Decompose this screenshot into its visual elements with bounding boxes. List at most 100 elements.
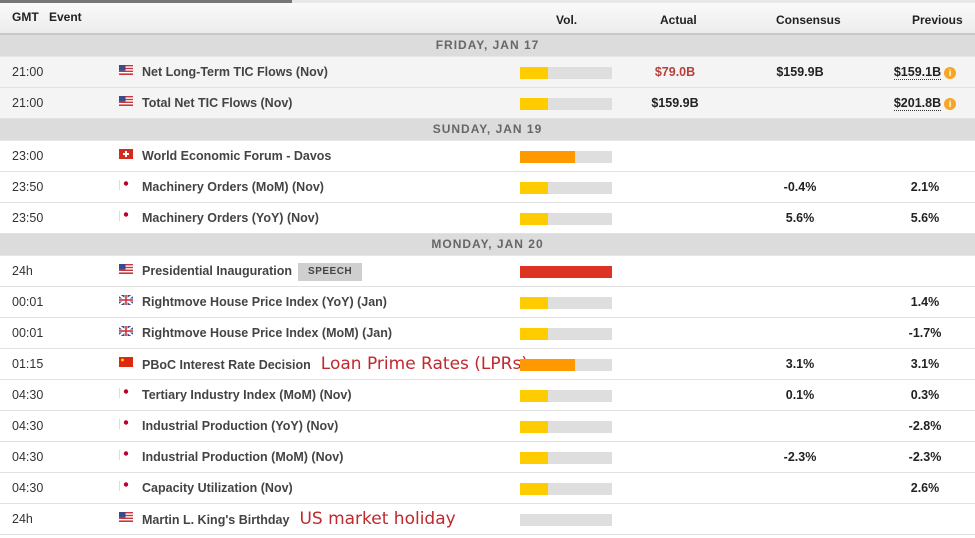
volatility-bar xyxy=(520,483,612,495)
header-consensus[interactable]: Consensus xyxy=(776,13,841,27)
event-time: 04:30 xyxy=(12,450,44,464)
event-row[interactable]: 21:00 Total Net TIC Flows (Nov) $159.9B … xyxy=(0,88,975,119)
volatility-bar xyxy=(520,514,612,526)
event-name-cell: Capacity Utilization (Nov) xyxy=(142,473,293,503)
event-time: 24h xyxy=(12,512,33,526)
volatility-bar xyxy=(520,421,612,433)
flag-ch-icon xyxy=(119,148,133,159)
event-row[interactable]: 00:01 Rightmove House Price Index (MoM) … xyxy=(0,318,975,349)
event-row[interactable]: 24h Martin L. King's Birthday US market h… xyxy=(0,504,975,535)
volatility-bar xyxy=(520,67,612,79)
consensus-value: 0.1% xyxy=(785,388,815,402)
flag-jp-icon xyxy=(119,387,133,398)
previous-cell: $159.1B i xyxy=(870,57,975,87)
volatility-bar xyxy=(520,297,612,309)
event-row[interactable]: 04:30 Capacity Utilization (Nov) 2.6% xyxy=(0,473,975,504)
actual-value: $79.0B xyxy=(654,65,696,79)
event-name[interactable]: Total Net TIC Flows (Nov) xyxy=(142,96,293,110)
top-progress-bar xyxy=(0,0,975,3)
event-row[interactable]: 24h Presidential Inauguration SPEECH xyxy=(0,256,975,287)
header-actual[interactable]: Actual xyxy=(660,13,697,27)
actual-value: $159.9B xyxy=(651,96,699,110)
header-event[interactable]: Event xyxy=(49,10,82,24)
flag-us-icon xyxy=(119,95,133,106)
event-name[interactable]: World Economic Forum - Davos xyxy=(142,149,332,163)
event-name-cell: Rightmove House Price Index (YoY) (Jan) xyxy=(142,287,387,317)
consensus-value: -2.3% xyxy=(783,450,817,464)
event-time: 00:01 xyxy=(12,295,44,309)
event-row[interactable]: 01:15 PBoC Interest Rate Decision Loan Pr… xyxy=(0,349,975,380)
event-name[interactable]: Presidential Inauguration xyxy=(142,264,293,278)
volatility-fill xyxy=(520,297,548,309)
event-name[interactable]: Rightmove House Price Index (YoY) (Jan) xyxy=(142,295,387,309)
event-time: 04:30 xyxy=(12,419,44,433)
day-header: FRIDAY, JAN 17 xyxy=(0,35,975,57)
flag-gb-icon xyxy=(118,325,134,337)
previous-value[interactable]: $201.8B xyxy=(893,96,942,111)
event-row[interactable]: 23:50 Machinery Orders (MoM) (Nov) -0.4%… xyxy=(0,172,975,203)
event-name-cell: Tertiary Industry Index (MoM) (Nov) xyxy=(142,380,352,410)
event-name[interactable]: Rightmove House Price Index (MoM) (Jan) xyxy=(142,326,393,340)
event-row[interactable]: 23:00 World Economic Forum - Davos xyxy=(0,141,975,172)
event-name[interactable]: Machinery Orders (MoM) (Nov) xyxy=(142,180,324,194)
previous-cell: -1.7% xyxy=(870,318,975,348)
event-row[interactable]: 04:30 Industrial Production (YoY) (Nov) … xyxy=(0,411,975,442)
previous-cell: 1.4% xyxy=(870,287,975,317)
header-vol[interactable]: Vol. xyxy=(556,13,578,27)
event-time: 23:00 xyxy=(12,149,44,163)
event-name-cell: Industrial Production (YoY) (Nov) xyxy=(142,411,338,441)
header-previous[interactable]: Previous xyxy=(912,13,963,27)
previous-value: 1.4% xyxy=(910,295,940,309)
consensus-value: 3.1% xyxy=(785,357,815,371)
event-name-cell: Presidential Inauguration SPEECH xyxy=(142,256,363,286)
event-time: 21:00 xyxy=(12,96,44,110)
event-name-cell: Machinery Orders (YoY) (Nov) xyxy=(142,203,319,233)
flag-us-icon xyxy=(119,64,133,75)
volatility-bar xyxy=(520,213,612,225)
event-name-cell: Rightmove House Price Index (MoM) (Jan) xyxy=(142,318,392,348)
calendar-rows: FRIDAY, JAN 17 21:00 Net Long-Term TIC F… xyxy=(0,35,975,535)
event-row[interactable]: 04:30 Industrial Production (MoM) (Nov) … xyxy=(0,442,975,473)
event-row[interactable]: 23:50 Machinery Orders (YoY) (Nov) 5.6% … xyxy=(0,203,975,234)
event-name-cell: Total Net TIC Flows (Nov) xyxy=(142,88,292,118)
volatility-fill xyxy=(520,483,548,495)
event-time: 04:30 xyxy=(12,481,44,495)
flag-us-icon xyxy=(119,263,133,274)
event-row[interactable]: 21:00 Net Long-Term TIC Flows (Nov) $79.… xyxy=(0,57,975,88)
event-name[interactable]: Industrial Production (YoY) (Nov) xyxy=(142,419,339,433)
info-icon[interactable]: i xyxy=(944,97,957,110)
event-row[interactable]: 00:01 Rightmove House Price Index (YoY) … xyxy=(0,287,975,318)
event-time: 24h xyxy=(12,264,33,278)
volatility-fill xyxy=(520,328,548,340)
event-row[interactable]: 04:30 Tertiary Industry Index (MoM) (Nov… xyxy=(0,380,975,411)
previous-value: 3.1% xyxy=(910,357,940,371)
flag-jp-icon xyxy=(119,449,133,460)
volatility-fill xyxy=(520,390,548,402)
volatility-fill xyxy=(520,266,612,278)
previous-value: -1.7% xyxy=(908,326,942,340)
event-name[interactable]: Martin L. King's Birthday xyxy=(142,513,290,527)
previous-cell: 3.1% xyxy=(870,349,975,379)
volatility-fill xyxy=(520,213,548,225)
previous-value[interactable]: $159.1B xyxy=(893,65,942,80)
volatility-fill xyxy=(520,98,548,110)
event-time: 23:50 xyxy=(12,180,44,194)
info-icon[interactable]: i xyxy=(944,66,957,79)
volatility-bar xyxy=(520,328,612,340)
event-name[interactable]: Machinery Orders (YoY) (Nov) xyxy=(142,211,319,225)
annotation-note: US market holiday xyxy=(299,509,456,529)
header-gmt[interactable]: GMT xyxy=(12,10,39,24)
previous-cell: -2.8% xyxy=(870,411,975,441)
event-name[interactable]: Tertiary Industry Index (MoM) (Nov) xyxy=(142,388,352,402)
top-progress-fill xyxy=(0,0,292,3)
event-name[interactable]: Industrial Production (MoM) (Nov) xyxy=(142,450,344,464)
event-name[interactable]: PBoC Interest Rate Decision xyxy=(142,358,311,372)
previous-value: 2.1% xyxy=(910,180,940,194)
previous-value: 0.3% xyxy=(910,388,940,402)
previous-value: 5.6% xyxy=(910,211,940,225)
volatility-bar xyxy=(520,390,612,402)
event-name[interactable]: Capacity Utilization (Nov) xyxy=(142,481,293,495)
event-name[interactable]: Net Long-Term TIC Flows (Nov) xyxy=(142,65,328,79)
previous-value: -2.8% xyxy=(908,419,942,433)
volatility-bar xyxy=(520,182,612,194)
